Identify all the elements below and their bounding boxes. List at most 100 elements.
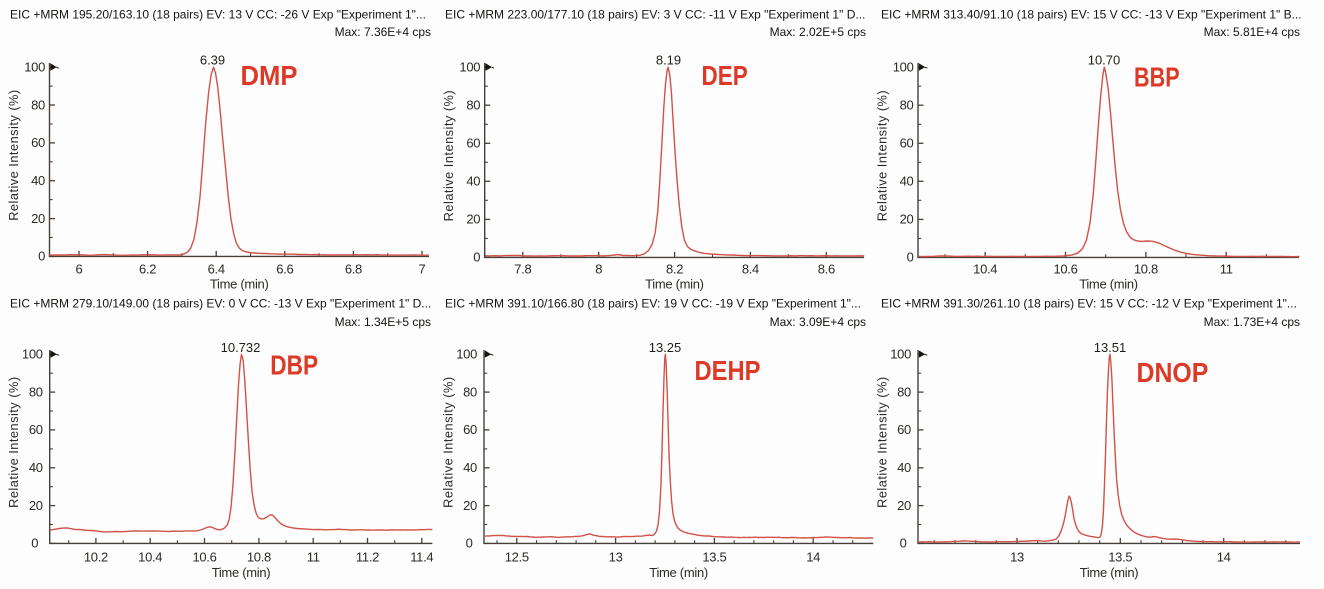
svg-text:8.4: 8.4 [742,261,759,276]
svg-text:100: 100 [24,60,45,75]
svg-text:DNOP: DNOP [1137,357,1209,388]
svg-text:EIC +MRM 223.00/177.10 (18 pai: EIC +MRM 223.00/177.10 (18 pairs) EV: 3 … [445,7,865,21]
svg-text:13.5: 13.5 [1108,550,1132,565]
svg-text:13: 13 [609,550,623,565]
svg-text:6.8: 6.8 [345,261,362,276]
svg-text:60: 60 [29,422,43,437]
svg-text:10.8: 10.8 [1134,261,1158,276]
svg-text:DEP: DEP [702,60,748,91]
svg-text:13.51: 13.51 [1094,340,1127,355]
svg-text:100: 100 [456,347,477,362]
svg-text:100: 100 [890,347,911,362]
svg-text:Max: 2.02E+5 cps: Max: 2.02E+5 cps [770,25,866,39]
svg-text:8.6: 8.6 [818,261,835,276]
svg-text:DMP: DMP [241,60,298,91]
svg-text:0: 0 [38,249,45,264]
svg-text:7: 7 [419,261,426,276]
svg-text:60: 60 [463,422,477,437]
svg-text:Relative Intensity (%): Relative Intensity (%) [875,90,890,221]
svg-text:Max: 1.73E+4 cps: Max: 1.73E+4 cps [1204,315,1300,329]
svg-text:6: 6 [76,261,83,276]
svg-text:Relative Intensity (%): Relative Intensity (%) [441,90,456,221]
svg-text:100: 100 [459,60,480,75]
svg-text:12.5: 12.5 [505,550,529,565]
svg-text:14: 14 [1217,550,1231,565]
svg-text:80: 80 [900,98,914,113]
svg-text:Max: 5.81E+4 cps: Max: 5.81E+4 cps [1204,25,1300,39]
svg-text:Time (min): Time (min) [1080,565,1139,580]
svg-text:DBP: DBP [270,350,318,381]
svg-text:Relative Intensity (%): Relative Intensity (%) [6,90,21,221]
svg-text:13.5: 13.5 [702,550,726,565]
svg-text:10.4: 10.4 [973,261,997,276]
svg-text:Time (min): Time (min) [212,565,271,580]
svg-text:40: 40 [900,174,914,189]
svg-text:Time (min): Time (min) [645,277,704,292]
svg-text:EIC +MRM 391.10/166.80 (18 pai: EIC +MRM 391.10/166.80 (18 pairs) EV: 19… [445,296,861,310]
svg-text:BBP: BBP [1134,62,1180,93]
svg-text:0: 0 [466,536,473,551]
svg-text:10.4: 10.4 [138,550,162,565]
svg-text:40: 40 [463,460,477,475]
svg-text:20: 20 [29,498,43,513]
svg-text:10.8: 10.8 [247,550,271,565]
svg-text:10.2: 10.2 [84,550,108,565]
svg-text:80: 80 [463,384,477,399]
svg-text:0: 0 [907,250,914,265]
svg-text:10.6: 10.6 [192,550,216,565]
svg-text:Max: 3.09E+4 cps: Max: 3.09E+4 cps [770,315,866,329]
svg-text:40: 40 [897,460,911,475]
svg-text:11: 11 [307,550,320,565]
svg-text:40: 40 [29,460,43,475]
svg-text:11.4: 11.4 [410,550,433,565]
svg-text:Time (min): Time (min) [649,565,708,580]
svg-text:11.2: 11.2 [356,550,379,565]
svg-text:Relative Intensity (%): Relative Intensity (%) [875,377,890,508]
svg-text:7.8: 7.8 [514,261,531,276]
svg-text:DEHP: DEHP [695,355,761,386]
svg-text:0: 0 [900,536,907,551]
svg-text:10.70: 10.70 [1088,53,1121,68]
svg-text:60: 60 [466,136,480,151]
svg-text:Relative Intensity (%): Relative Intensity (%) [441,377,456,508]
svg-text:8.2: 8.2 [666,261,683,276]
svg-text:Time (min): Time (min) [210,277,269,292]
svg-text:6.4: 6.4 [208,261,225,276]
svg-text:Max: 1.34E+5 cps: Max: 1.34E+5 cps [335,315,431,329]
svg-text:40: 40 [466,174,480,189]
svg-text:80: 80 [29,384,43,399]
svg-text:20: 20 [463,498,477,513]
svg-text:60: 60 [897,422,911,437]
svg-text:60: 60 [900,136,914,151]
svg-text:20: 20 [897,498,911,513]
svg-text:EIC +MRM 391.30/261.10 (18 pai: EIC +MRM 391.30/261.10 (18 pairs) EV: 15… [881,296,1297,310]
svg-text:40: 40 [31,173,45,188]
svg-text:20: 20 [900,212,914,227]
svg-text:100: 100 [22,347,43,362]
svg-text:10.732: 10.732 [221,340,261,355]
svg-text:EIC +MRM 313.40/91.10 (18 pair: EIC +MRM 313.40/91.10 (18 pairs) EV: 15 … [881,7,1302,21]
svg-text:13.25: 13.25 [649,340,682,355]
svg-text:80: 80 [897,384,911,399]
svg-text:20: 20 [466,212,480,227]
svg-text:6.6: 6.6 [276,261,293,276]
svg-text:0: 0 [31,536,38,551]
svg-text:EIC +MRM 279.10/149.00 (18 pai: EIC +MRM 279.10/149.00 (18 pairs) EV: 0 … [10,296,431,310]
svg-text:0: 0 [473,250,480,265]
svg-text:14: 14 [806,550,820,565]
svg-text:100: 100 [893,60,914,75]
svg-text:8.19: 8.19 [656,53,681,68]
svg-text:60: 60 [31,135,45,150]
svg-text:20: 20 [31,211,45,226]
svg-text:10.6: 10.6 [1053,261,1077,276]
svg-text:Relative Intensity (%): Relative Intensity (%) [6,377,21,508]
svg-text:Max: 7.36E+4 cps: Max: 7.36E+4 cps [335,25,431,39]
svg-text:11: 11 [1220,261,1233,276]
svg-text:13: 13 [1010,550,1024,565]
svg-text:Time (min): Time (min) [1079,277,1138,292]
svg-text:6.39: 6.39 [200,53,225,68]
svg-text:6.2: 6.2 [139,261,156,276]
svg-text:80: 80 [31,97,45,112]
svg-text:8: 8 [595,261,602,276]
svg-text:EIC +MRM 195.20/163.10 (18 pai: EIC +MRM 195.20/163.10 (18 pairs) EV: 13… [10,7,426,21]
